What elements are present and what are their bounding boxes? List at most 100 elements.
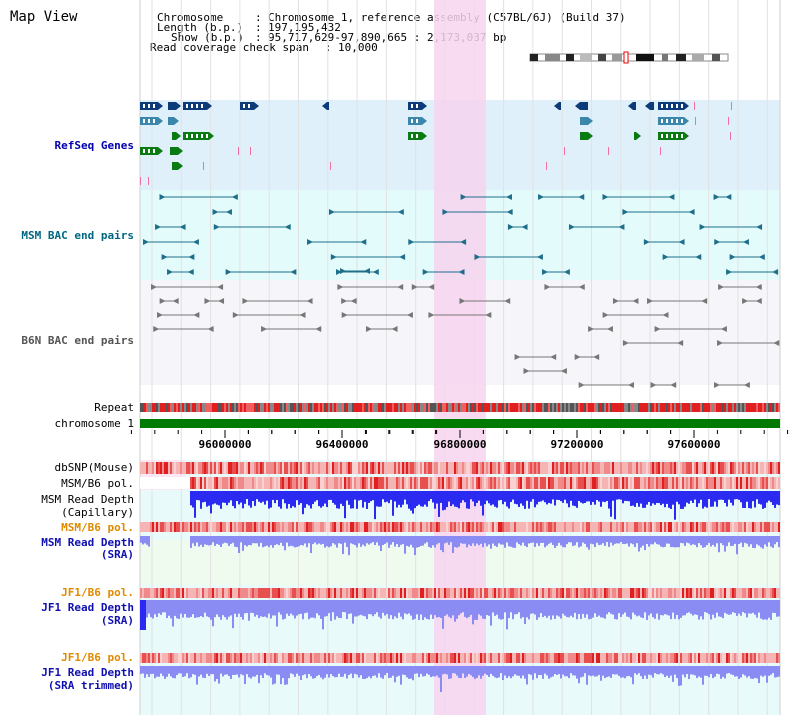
read-depth-bar [446,536,448,543]
polymorphism-cell [564,588,566,598]
polymorphism-cell [514,588,516,598]
polymorphism-cell [532,477,534,489]
polymorphism-cell [500,588,502,598]
read-depth-bar [234,536,236,547]
polymorphism-cell [350,653,352,663]
repeat-element [144,403,146,412]
repeat-element [628,403,630,412]
polymorphism-cell [218,462,220,474]
polymorphism-cell [316,588,318,598]
polymorphism-cell [292,462,294,474]
read-depth-bar [562,491,564,503]
read-depth-bar [304,666,306,675]
polymorphism-cell [372,588,374,598]
polymorphism-cell [248,653,250,663]
polymorphism-cell [210,477,212,489]
refseq-small-feature [730,132,731,140]
polymorphism-cell [216,462,218,474]
read-depth-bar [288,491,290,504]
polymorphism-cell [488,462,490,474]
polymorphism-cell [190,462,192,474]
read-depth-bar [298,600,300,615]
read-depth-bar [766,666,768,683]
ideogram-band [612,54,622,61]
read-depth-bar [474,600,476,620]
bac-end-marker [701,298,708,304]
read-depth-bar [392,666,394,676]
read-depth-bar [448,536,450,545]
read-depth-bar [666,666,668,676]
read-depth-bar [740,666,742,678]
polymorphism-cell [476,522,478,532]
polymorphism-cell [220,653,222,663]
read-depth-bar [594,600,596,614]
polymorphism-cell [552,653,554,663]
read-depth-bar [688,600,690,613]
repeat-element [170,403,172,412]
read-depth-bar [418,491,420,505]
polymorphism-cell [766,522,768,532]
read-depth-bar [502,666,504,681]
polymorphism-cell [442,588,444,598]
polymorphism-cell [310,653,312,663]
polymorphism-cell [718,462,720,474]
polymorphism-cell [364,588,366,598]
polymorphism-cell [662,522,664,532]
repeat-element [384,403,386,412]
polymorphism-cell [488,588,490,598]
polymorphism-cell [198,462,200,474]
polymorphism-cell [418,477,420,489]
polymorphism-cell [398,588,400,598]
polymorphism-cell [666,477,668,489]
bac-end-marker [574,354,581,360]
track-label-b6n-bac[interactable]: B6N BAC end pairs [21,334,134,347]
polymorphism-cell [604,522,606,532]
track-label-refseq[interactable]: RefSeq Genes [54,139,134,152]
read-depth-bar [512,536,514,548]
polymorphism-cell [170,462,172,474]
read-depth-bar [292,536,294,547]
polymorphism-cell [774,653,776,663]
polymorphism-cell [480,477,482,489]
polymorphism-cell [664,653,666,663]
polymorphism-cell [396,522,398,532]
repeat-element [636,403,638,412]
read-depth-bar [522,600,524,618]
read-depth-bar [384,666,386,676]
read-depth-bar [714,600,716,618]
read-depth-bar [198,666,200,677]
polymorphism-cell [552,588,554,598]
polymorphism-cell [426,522,428,532]
polymorphism-cell [192,522,194,532]
read-depth-bar [196,666,198,685]
read-depth-bar [662,536,664,548]
read-depth-bar [698,666,700,677]
read-depth-bar [144,666,146,678]
polymorphism-cell [460,477,462,489]
polymorphism-cell [164,588,166,598]
track-label-msm-bac[interactable]: MSM BAC end pairs [21,229,134,242]
polymorphism-cell [560,653,562,663]
polymorphism-cell [738,653,740,663]
polymorphism-cell [726,653,728,663]
polymorphism-cell [378,653,380,663]
polymorphism-cell [632,522,634,532]
msm-pol-gap [140,477,190,489]
read-depth-bar [460,491,462,503]
read-depth-bar [776,536,778,543]
polymorphism-cell [364,522,366,532]
repeat-element [152,403,154,412]
read-depth-bar [752,600,754,613]
read-depth-bar [652,666,654,678]
read-depth-bar [532,491,534,500]
polymorphism-cell [614,653,616,663]
polymorphism-cell [296,588,298,598]
repeat-element [258,403,260,412]
polymorphism-cell [634,477,636,489]
polymorphism-cell [500,653,502,663]
polymorphism-cell [300,522,302,532]
repeat-element [210,403,212,412]
read-depth-bar [712,666,714,679]
polymorphism-cell [744,522,746,532]
